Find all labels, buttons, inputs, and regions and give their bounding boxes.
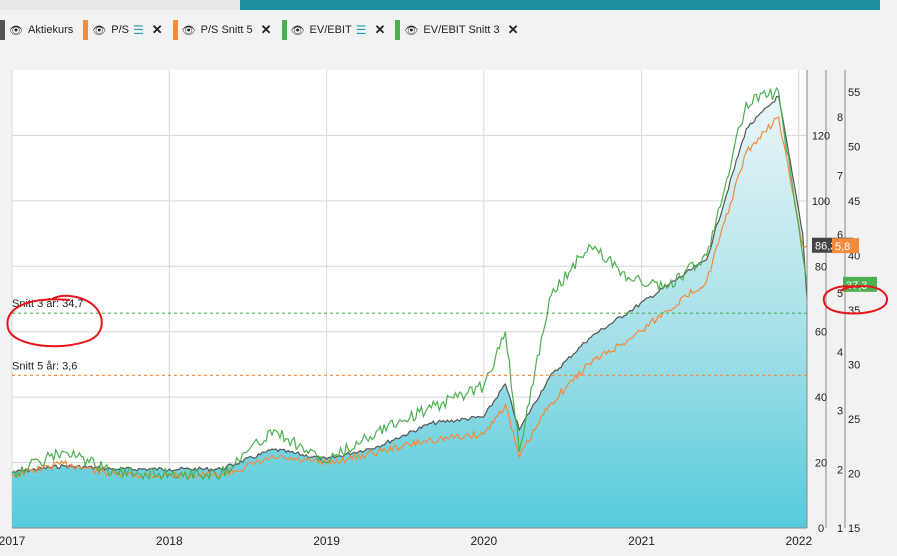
price-tick-label: 60 [815, 327, 827, 339]
layers-icon[interactable]: ☰ [132, 23, 144, 37]
topbar-background [0, 0, 240, 10]
close-icon[interactable]: ✕ [151, 22, 163, 37]
price-area [12, 96, 807, 528]
price-tick-label: 120 [812, 130, 830, 142]
evebit-tick-label: 45 [848, 196, 860, 208]
last-value-badge-text: 5,8 [835, 241, 850, 253]
legend-chip-ev-ebit-snitt-3[interactable]: 👁 EV/EBIT Snitt 3 ✕ [395, 20, 522, 40]
ps-tick-label: 2 [837, 464, 843, 476]
annotation-ellipse-left [6, 294, 103, 348]
evebit-tick-label: 15 [848, 523, 860, 535]
evebit-tick-label: 50 [848, 141, 860, 153]
eye-icon[interactable]: 👁 [290, 24, 305, 37]
x-tick-label: 2019 [313, 534, 340, 548]
x-tick-label: 2020 [470, 534, 497, 548]
ps-tick-label: 1 [837, 523, 843, 535]
ps-tick-label: 4 [837, 347, 843, 359]
price-tick-label: 0 [818, 523, 824, 535]
legend-chip-ev-ebit[interactable]: 👁 EV/EBIT ☰ ✕ [281, 20, 390, 40]
close-icon[interactable]: ✕ [260, 22, 272, 37]
legend-chip-label: Aktiekurs [28, 24, 74, 36]
evebit-tick-label: 35 [848, 305, 860, 317]
evebit-tick-label: 55 [848, 87, 860, 99]
ps-tick-label: 3 [837, 406, 843, 418]
evebit-line [11, 86, 808, 481]
evebit-tick-label: 20 [848, 468, 860, 480]
eye-icon[interactable]: 👁 [92, 24, 107, 37]
legend-chip-label: P/S Snitt 5 [200, 24, 253, 36]
x-tick-label: 2021 [628, 534, 655, 548]
legend-chip-label: P/S [111, 24, 129, 36]
price-tick-label: 100 [812, 196, 830, 208]
reference-label: Snitt 5 år: 3,6 [12, 360, 77, 372]
x-tick-label: 2018 [156, 534, 183, 548]
legend-chip-aktiekurs[interactable]: 👁 Aktiekurs [0, 20, 77, 40]
price-line [11, 95, 808, 473]
price-tick-label: 20 [815, 458, 827, 470]
eye-icon[interactable]: 👁 [404, 24, 419, 37]
topbar-accent-bar [240, 0, 880, 10]
eye-icon[interactable]: 👁 [9, 24, 23, 37]
annotation-ellipse-right [823, 284, 889, 315]
legend-chip-label: EV/EBIT [309, 24, 352, 36]
last-value-badge [843, 276, 877, 292]
legend-chip-p-s[interactable]: 👁 P/S ☰ ✕ [83, 20, 166, 40]
close-icon[interactable]: ✕ [374, 22, 386, 37]
ps-tick-label: 5 [837, 288, 843, 300]
ps-tick-label: 7 [837, 171, 843, 183]
last-value-badge [832, 238, 859, 254]
eye-icon[interactable]: 👁 [181, 24, 196, 37]
close-icon[interactable]: ✕ [507, 22, 519, 37]
x-tick-label: 2017 [0, 534, 26, 548]
layers-icon[interactable]: ☰ [355, 23, 367, 37]
legend-chip-p-s-snitt-5[interactable]: 👁 P/S Snitt 5 ✕ [172, 20, 276, 40]
legend-chip-label: EV/EBIT Snitt 3 [423, 24, 500, 36]
evebit-tick-label: 30 [848, 359, 860, 371]
evebit-tick-label: 25 [848, 414, 860, 426]
series-legend-toolbar: 👁 Aktiekurs 👁 P/S ☰ ✕ 👁 P/S Snitt 5 ✕ 👁 EV/EBIT ☰ ✕ 👁… [0, 20, 523, 42]
price-tick-label: 80 [815, 261, 827, 273]
x-tick-label: 2022 [785, 534, 812, 548]
evebit-tick-label: 40 [848, 250, 860, 262]
ps-tick-label: 8 [837, 112, 843, 124]
ps-tick-label: 6 [837, 229, 843, 241]
price-tick-label: 40 [815, 392, 827, 404]
